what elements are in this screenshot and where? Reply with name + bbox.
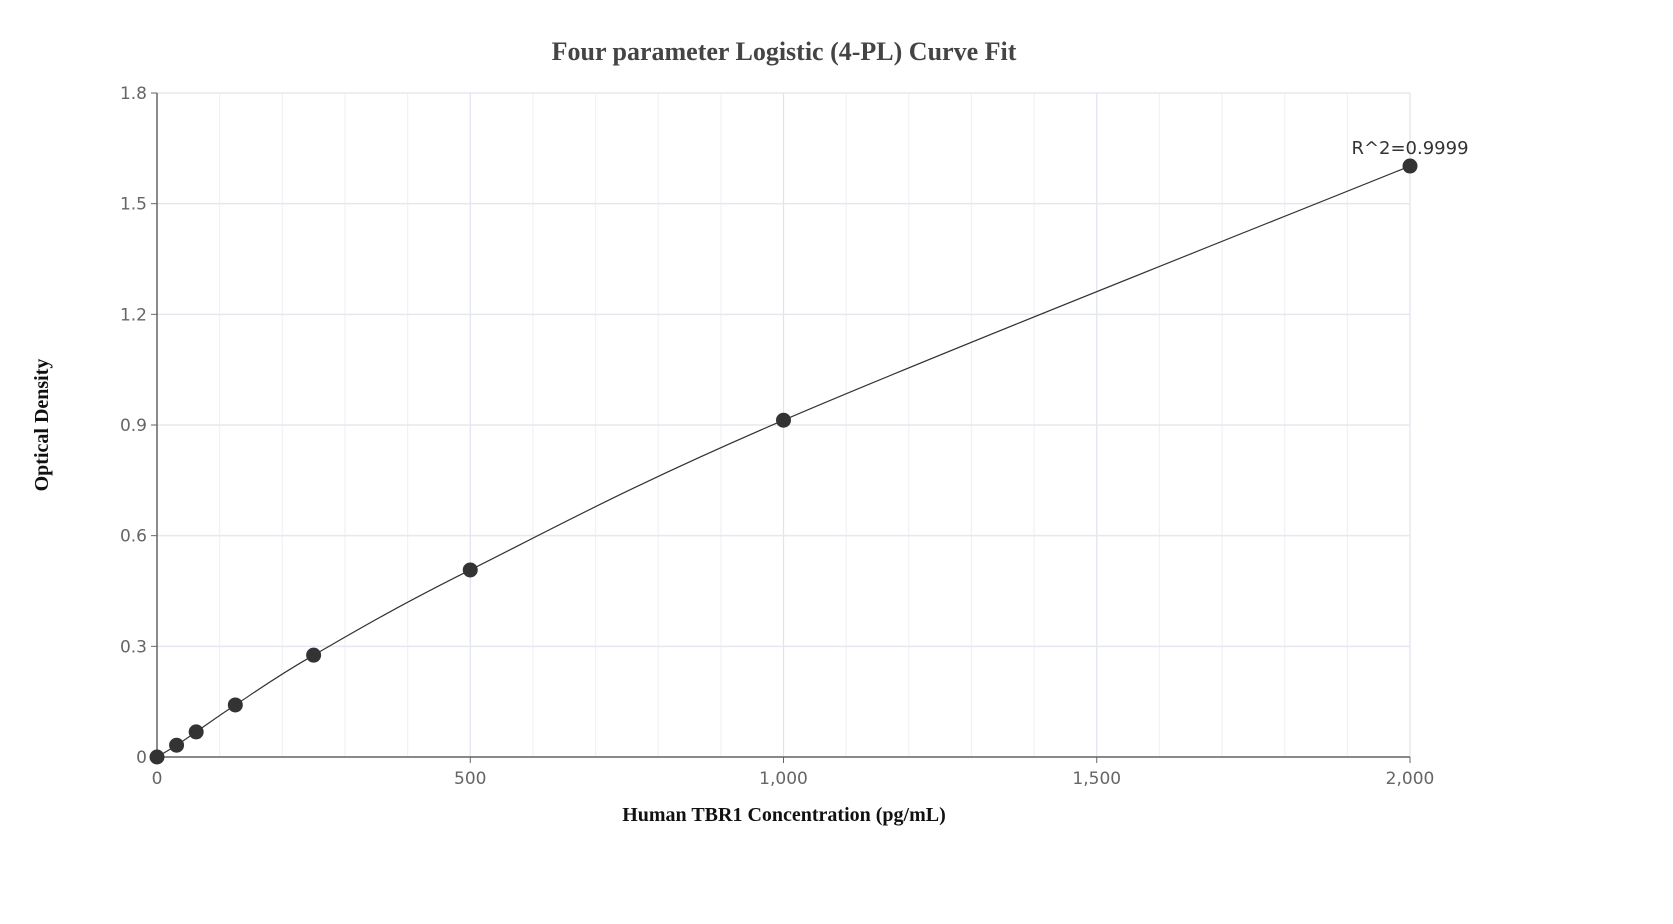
y-tick-label: 0.9 [120,416,147,436]
y-tick-label: 0.6 [120,527,147,547]
data-point [149,749,165,765]
data-point [227,697,243,713]
x-tick-label: 500 [454,769,486,789]
y-tick-label: 1.2 [120,305,147,325]
x-tick-label: 0 [152,769,163,789]
tick-labels: 0 0.3 0.6 0.9 1.2 1.5 1.8 0 500 1,000 1,500 2,000 [120,84,1434,789]
data-point [306,647,322,663]
data-point [1402,158,1418,174]
y-tick-label: 1.8 [120,84,147,104]
y-tick-label: 0 [136,748,147,768]
data-point [169,737,185,753]
data-point [776,412,791,428]
y-tick-label: 0.3 [120,637,147,657]
x-tick-label: 1,000 [759,769,808,789]
data-point [188,724,204,740]
r-squared-annotation: R^2=0.9999 [1351,138,1468,159]
chart-title: Four parameter Logistic (4-PL) Curve Fit [552,37,1017,66]
x-tick-label: 2,000 [1386,769,1435,789]
x-tick-label: 1,500 [1072,769,1121,789]
axes [151,92,1411,763]
data-points [149,158,1418,765]
y-tick-label: 1.5 [120,195,147,215]
y-axis-label: Optical Density [31,359,53,492]
data-point [462,562,478,578]
x-axis-label: Human TBR1 Concentration (pg/mL) [622,804,946,826]
